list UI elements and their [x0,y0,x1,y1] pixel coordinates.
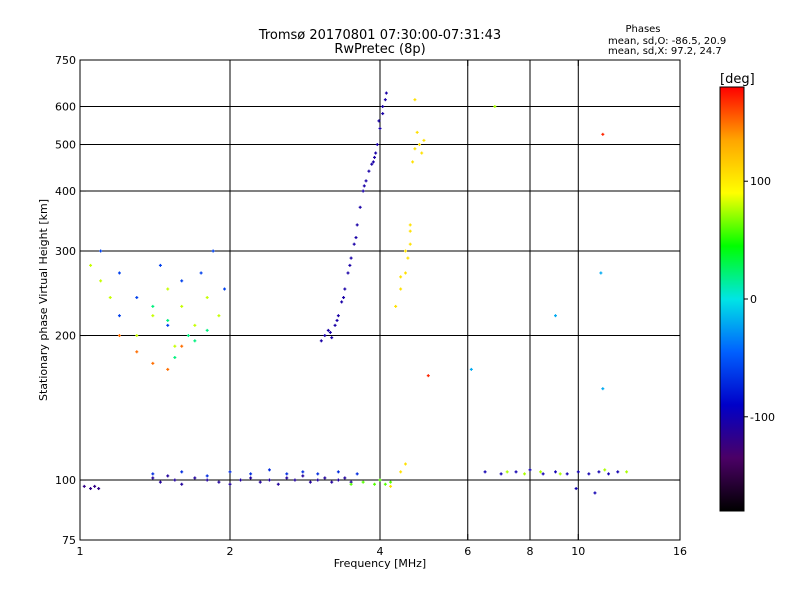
x-tick-label: 6 [464,545,471,558]
x-axis-label: Frequency [MHz] [334,557,426,570]
y-tick-label: 200 [55,330,76,343]
chart-title: Tromsø 20170801 07:30:00-07:31:43 [258,28,501,43]
x-tick-label: 10 [571,545,585,558]
stats-heading: Phases [625,24,660,35]
x-tick-label: 1 [77,545,84,558]
x-tick-label: 2 [227,545,234,558]
x-tick-label: 8 [527,545,534,558]
y-axis-label: Stationary phase Virtual Height [km] [37,199,50,401]
y-tick-label: 100 [55,474,76,487]
y-tick-label: 300 [55,245,76,258]
stats-line-o: mean, sd,O: -86.5, 20.9 [608,36,726,47]
colorbar-tick-label: 100 [750,175,771,188]
y-tick-label: 400 [55,185,76,198]
y-tick-label: 600 [55,101,76,114]
y-tick-label: 750 [55,54,76,67]
y-tick-label: 500 [55,139,76,152]
colorbar-label: [deg] [720,72,755,87]
x-tick-label: 16 [673,545,687,558]
colorbar-tick-label: 0 [750,293,757,306]
colorbar-bar [719,86,745,512]
y-tick-label: 75 [62,534,76,547]
stats-line-x: mean, sd,X: 97.2, 24.7 [608,46,722,57]
colorbar: 100 0 -100 [719,86,775,512]
x-tick-label: 4 [377,545,384,558]
colorbar-tick-label: -100 [750,411,775,424]
plot-area: 1 2 4 6 8 10 16 75 100 200 300 400 500 600 750 [55,54,687,558]
chart-subtitle: RwPretec (8p) [334,42,425,57]
